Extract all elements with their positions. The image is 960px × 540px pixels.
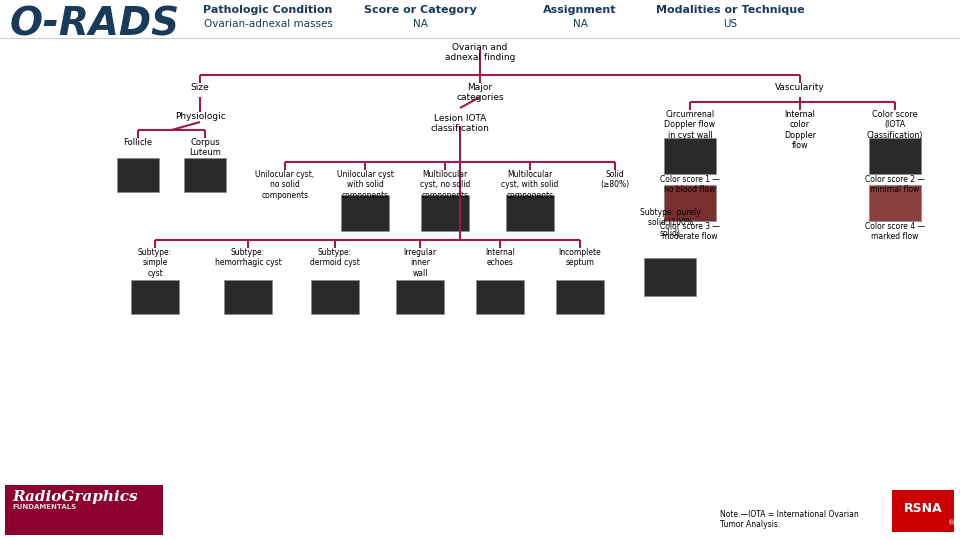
Text: Note.—IOTA = International Ovarian
Tumor Analysis.: Note.—IOTA = International Ovarian Tumor… [720, 510, 859, 529]
Bar [476, 280, 524, 314]
Text: Vascularity: Vascularity [775, 83, 825, 92]
Text: Internal
color
Doppler
flow: Internal color Doppler flow [784, 110, 816, 150]
Text: Circumrenal
Doppler flow
in cyst wall: Circumrenal Doppler flow in cyst wall [664, 110, 715, 140]
Text: NA: NA [413, 19, 427, 29]
Text: Ovarian and
adnexal finding: Ovarian and adnexal finding [444, 43, 516, 63]
Text: Subtype:
simple
cyst: Subtype: simple cyst [138, 248, 172, 278]
Text: Subtype:
hemorrhagic cyst: Subtype: hemorrhagic cyst [215, 248, 281, 267]
Text: Ovarian-adnexal masses: Ovarian-adnexal masses [204, 19, 332, 29]
Text: Color score 1 —
no blood flow: Color score 1 — no blood flow [660, 175, 720, 194]
Text: Subtype: purely
solid (100%
solid): Subtype: purely solid (100% solid) [639, 208, 701, 238]
Text: Solid
(≥80%): Solid (≥80%) [600, 170, 630, 190]
Text: US: US [723, 19, 737, 29]
Bar [869, 185, 921, 221]
Bar [664, 185, 716, 221]
Text: Incomplete
septum: Incomplete septum [559, 248, 601, 267]
Bar [421, 195, 469, 231]
Bar [184, 158, 226, 192]
Text: Color score 4 —
marked flow: Color score 4 — marked flow [865, 222, 925, 241]
Text: Subtype:
dermoid cyst: Subtype: dermoid cyst [310, 248, 360, 267]
Text: Assignment: Assignment [543, 5, 616, 15]
Bar [892, 490, 954, 532]
Text: Score or Category: Score or Category [364, 5, 476, 15]
Text: Major
categories: Major categories [456, 83, 504, 103]
Text: FUNDAMENTALS: FUNDAMENTALS [12, 504, 76, 510]
Bar [644, 258, 696, 296]
Text: RadioGraphics: RadioGraphics [12, 490, 137, 504]
Text: Modalities or Technique: Modalities or Technique [656, 5, 804, 15]
Bar [117, 158, 159, 192]
Bar [311, 280, 359, 314]
Text: ®: ® [948, 520, 955, 526]
Text: Unilocular cyst,
no solid
components: Unilocular cyst, no solid components [255, 170, 315, 200]
Bar [341, 195, 389, 231]
Text: Size: Size [191, 83, 209, 92]
Text: Color score 3 —
moderate flow: Color score 3 — moderate flow [660, 222, 720, 241]
Text: NA: NA [572, 19, 588, 29]
Text: Unilocular cyst
with solid
components: Unilocular cyst with solid components [337, 170, 394, 200]
Text: Pathologic Condition: Pathologic Condition [204, 5, 333, 15]
Bar [869, 138, 921, 174]
Text: Lesion IOTA
classification: Lesion IOTA classification [431, 114, 490, 133]
Text: Color score 2 —
minimal flow: Color score 2 — minimal flow [865, 175, 925, 194]
Bar [556, 280, 604, 314]
Text: Corpus
Luteum: Corpus Luteum [189, 138, 221, 157]
Text: RSNA: RSNA [903, 502, 943, 515]
Bar [396, 280, 444, 314]
Bar [131, 280, 179, 314]
Bar [506, 195, 554, 231]
Bar [5, 485, 163, 535]
Text: Irregular
inner
wall: Irregular inner wall [403, 248, 437, 278]
Text: Physiologic: Physiologic [175, 112, 226, 121]
Text: Multilocular
cyst, with solid
components: Multilocular cyst, with solid components [501, 170, 559, 200]
Text: Multilocular
cyst, no solid
components: Multilocular cyst, no solid components [420, 170, 470, 200]
Bar [664, 138, 716, 174]
Text: Internal
echoes: Internal echoes [485, 248, 515, 267]
Text: Follicle: Follicle [124, 138, 153, 147]
Bar [224, 280, 272, 314]
Text: Color score
(IOTA
Classification): Color score (IOTA Classification) [867, 110, 924, 140]
Text: O-RADS: O-RADS [10, 5, 180, 43]
